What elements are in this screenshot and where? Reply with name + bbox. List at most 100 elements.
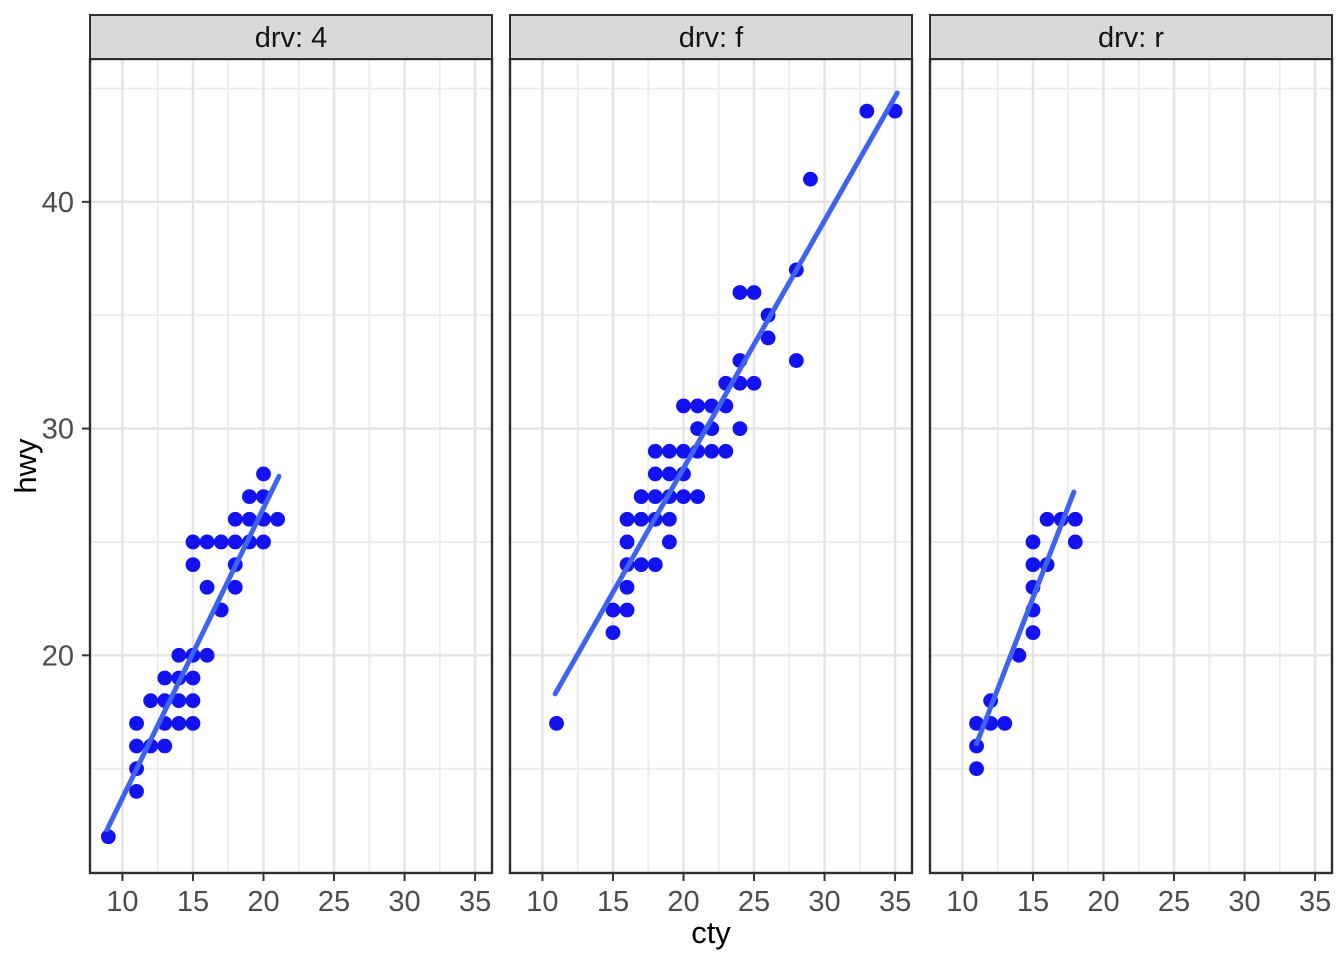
data-point <box>803 171 818 187</box>
data-point <box>1025 557 1041 573</box>
data-point <box>213 534 229 550</box>
x-tick-label: 20 <box>1087 886 1119 918</box>
data-point <box>732 421 748 436</box>
data-point <box>633 511 649 527</box>
trend-line <box>552 90 900 697</box>
data-point <box>619 511 635 527</box>
data-point <box>690 489 705 505</box>
x-tick-label: 20 <box>667 886 699 918</box>
data-point <box>676 398 691 414</box>
data-point <box>241 511 257 527</box>
x-tick-label: 15 <box>597 886 629 918</box>
x-tick-label: 30 <box>388 886 420 918</box>
data-point <box>746 375 762 391</box>
data-point <box>199 579 215 595</box>
data-point <box>100 829 116 845</box>
data-point <box>661 443 677 459</box>
data-point <box>619 534 635 550</box>
data-point <box>676 489 691 505</box>
data-point <box>185 670 201 686</box>
data-point <box>1067 534 1083 550</box>
data-point <box>1067 511 1083 527</box>
data-point <box>199 647 215 663</box>
data-point <box>997 715 1013 731</box>
x-tick-label: 20 <box>247 886 279 918</box>
data-point <box>129 715 144 731</box>
facet-strip-label: drv: r <box>1098 22 1164 54</box>
data-point <box>1025 534 1041 550</box>
x-tick-label: 15 <box>177 886 209 918</box>
data-point <box>633 489 649 505</box>
data-point <box>256 466 271 482</box>
x-tick-label: 35 <box>879 886 911 918</box>
data-point <box>605 625 621 641</box>
facet-panel: drv: r 10 15 20 25 30 35 <box>928 14 1334 918</box>
data-point <box>241 489 257 505</box>
data-point <box>647 443 663 459</box>
x-tick-label: 35 <box>1299 886 1331 918</box>
data-point <box>185 693 201 709</box>
y-tick-label: 40 <box>42 187 74 219</box>
data-point <box>227 579 243 595</box>
trend-line <box>104 473 282 833</box>
data-point <box>157 670 173 686</box>
facet-panels: 20 30 40 drv: 4 10 15 20 25 30 35 drv: f 10 15 20 25 30… <box>42 14 1334 918</box>
data-point <box>619 579 635 595</box>
data-point <box>704 443 720 459</box>
data-point <box>1039 511 1055 527</box>
x-axis-title: cty <box>691 915 731 950</box>
data-point <box>129 783 144 799</box>
x-tick-label: 30 <box>808 886 840 918</box>
data-point <box>969 715 984 731</box>
data-point <box>605 602 621 618</box>
x-tick-label: 35 <box>459 886 491 918</box>
data-point <box>227 534 243 550</box>
facet-strip <box>509 14 913 60</box>
data-point <box>171 715 187 731</box>
panel-background <box>930 59 1332 873</box>
data-point <box>1011 647 1027 663</box>
panel-background <box>510 59 912 873</box>
y-axis-title: hwy <box>8 438 43 494</box>
data-point <box>760 330 776 346</box>
facet-strip <box>89 14 493 60</box>
data-point <box>227 511 243 527</box>
data-point <box>633 557 649 573</box>
data-point <box>661 466 677 482</box>
data-point <box>788 353 804 368</box>
data-point <box>690 398 705 414</box>
data-point <box>746 285 762 300</box>
data-point <box>619 602 635 618</box>
data-point <box>185 534 201 550</box>
x-tick-label: 25 <box>1158 886 1190 918</box>
x-tick-label: 10 <box>526 886 558 918</box>
x-tick-label: 15 <box>1017 886 1049 918</box>
facet-strip-label: drv: 4 <box>255 22 328 54</box>
x-tick-label: 25 <box>738 886 770 918</box>
data-point <box>129 738 144 754</box>
data-point <box>143 693 159 709</box>
x-tick-label: 10 <box>946 886 978 918</box>
data-point <box>256 534 271 550</box>
data-point <box>1025 625 1041 641</box>
facet-panel: drv: 4 10 15 20 25 30 35 <box>88 14 494 918</box>
data-point <box>199 534 215 550</box>
data-point <box>676 443 691 459</box>
facet-strip-label: drv: f <box>679 22 744 54</box>
x-tick-label: 30 <box>1228 886 1260 918</box>
data-point <box>732 285 748 300</box>
data-point <box>647 489 663 505</box>
data-point <box>185 715 201 731</box>
data-point <box>185 557 201 573</box>
data-point <box>647 466 663 482</box>
data-point <box>859 103 875 119</box>
trend-line <box>974 489 1077 747</box>
y-tick-label: 20 <box>42 640 74 672</box>
data-point <box>549 715 564 731</box>
data-point <box>171 647 187 663</box>
data-point <box>718 443 734 459</box>
facet-panel: drv: f 10 15 20 25 30 35 <box>508 14 914 918</box>
data-point <box>157 738 173 754</box>
